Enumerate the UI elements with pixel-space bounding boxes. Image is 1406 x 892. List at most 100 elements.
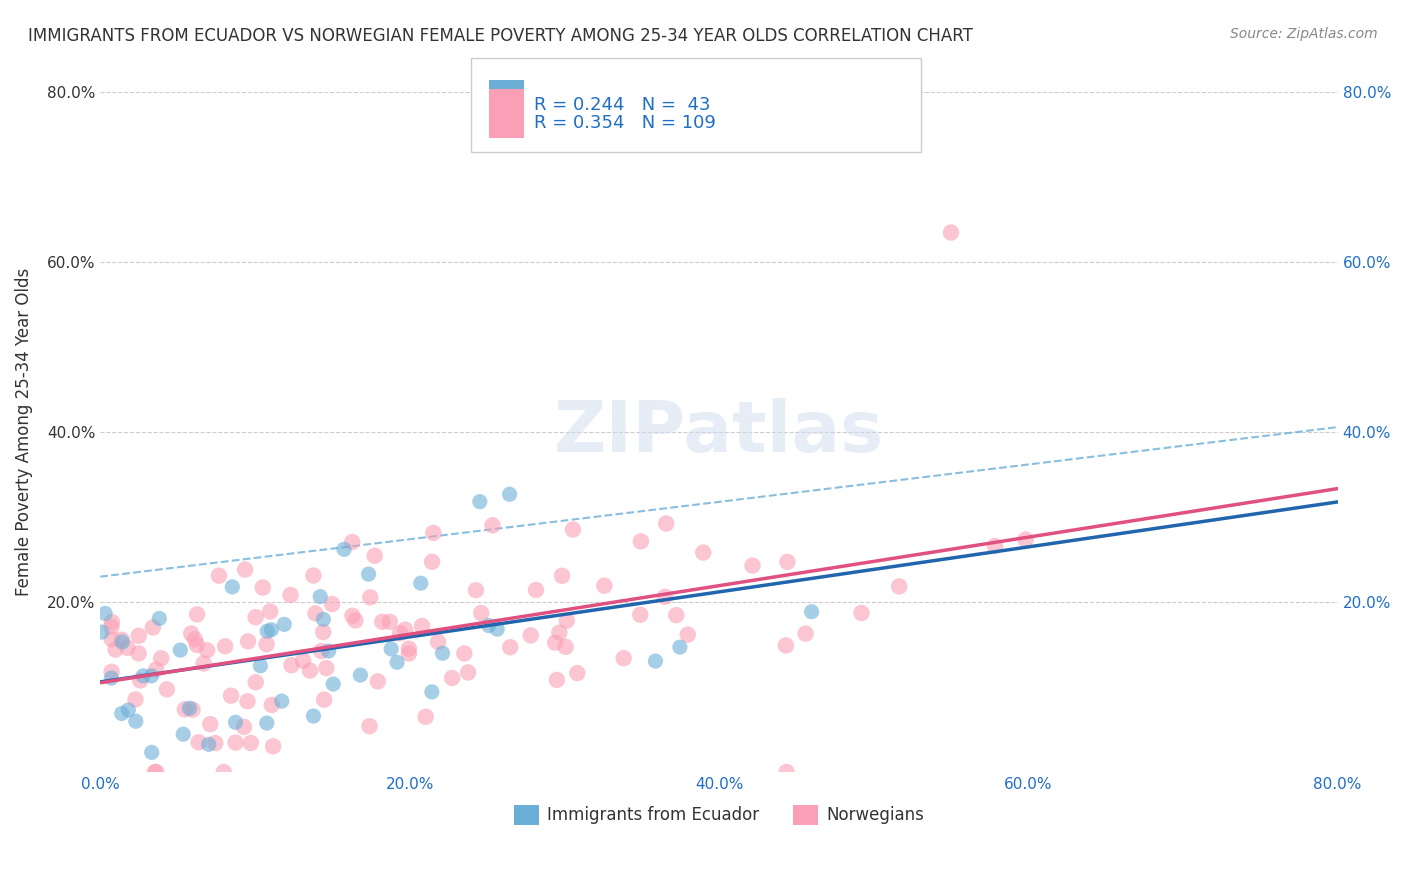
Point bbox=[225, 715, 247, 730]
Point bbox=[169, 643, 191, 657]
Point bbox=[262, 739, 284, 754]
Point bbox=[422, 525, 444, 540]
Point bbox=[111, 706, 134, 721]
Text: R = 0.354   N = 109: R = 0.354 N = 109 bbox=[534, 114, 716, 132]
Y-axis label: Female Poverty Among 25-34 Year Olds: Female Poverty Among 25-34 Year Olds bbox=[15, 268, 32, 597]
Point bbox=[441, 671, 464, 685]
Point bbox=[457, 665, 479, 680]
Point bbox=[342, 608, 364, 623]
Point bbox=[128, 647, 150, 661]
Point bbox=[676, 627, 699, 641]
Point bbox=[371, 615, 394, 629]
Point bbox=[546, 673, 568, 687]
Point bbox=[398, 641, 420, 656]
Point bbox=[101, 632, 124, 647]
Point bbox=[394, 623, 416, 637]
Point bbox=[225, 735, 247, 749]
Point bbox=[100, 665, 122, 679]
Point bbox=[312, 625, 335, 640]
Point bbox=[357, 567, 380, 582]
Point bbox=[519, 628, 541, 642]
Point bbox=[775, 639, 797, 653]
Point bbox=[409, 576, 432, 591]
Point bbox=[104, 642, 127, 657]
Point bbox=[142, 620, 165, 634]
Point bbox=[398, 647, 420, 661]
Point bbox=[233, 562, 256, 576]
Point bbox=[197, 737, 219, 751]
Point bbox=[665, 608, 688, 623]
Point bbox=[322, 677, 344, 691]
Text: ZIPatlas: ZIPatlas bbox=[554, 398, 884, 467]
Point bbox=[252, 581, 274, 595]
Point bbox=[236, 694, 259, 708]
Point bbox=[249, 658, 271, 673]
Point bbox=[367, 674, 389, 689]
Point bbox=[304, 607, 326, 621]
Point bbox=[470, 606, 492, 620]
Point bbox=[312, 612, 335, 626]
Point bbox=[173, 702, 195, 716]
Point bbox=[298, 664, 321, 678]
Point bbox=[741, 558, 763, 573]
Point bbox=[1014, 533, 1036, 547]
Point bbox=[344, 614, 367, 628]
Point bbox=[363, 549, 385, 563]
Point bbox=[256, 624, 278, 639]
Point bbox=[212, 765, 235, 780]
Point bbox=[321, 597, 343, 611]
Point bbox=[359, 591, 381, 605]
Point bbox=[184, 632, 207, 647]
Point bbox=[302, 568, 325, 582]
Point bbox=[613, 651, 636, 665]
Point bbox=[349, 668, 371, 682]
Point bbox=[318, 644, 340, 658]
Point bbox=[260, 698, 283, 712]
Point bbox=[132, 669, 155, 683]
Point bbox=[380, 642, 402, 657]
Point bbox=[311, 644, 333, 658]
Point bbox=[692, 545, 714, 559]
Point bbox=[411, 619, 433, 633]
Point bbox=[486, 622, 509, 636]
Point bbox=[145, 663, 167, 677]
Point bbox=[90, 625, 112, 640]
Point bbox=[124, 692, 146, 706]
Point bbox=[851, 606, 873, 620]
Point bbox=[524, 582, 547, 597]
Text: R = 0.244   N =  43: R = 0.244 N = 43 bbox=[534, 96, 711, 114]
Point bbox=[101, 615, 124, 629]
Point bbox=[388, 626, 411, 640]
Point bbox=[654, 590, 676, 604]
Point bbox=[544, 635, 567, 649]
Point bbox=[314, 692, 336, 706]
Point bbox=[193, 657, 215, 671]
Point bbox=[333, 542, 356, 557]
Point bbox=[117, 640, 139, 655]
Point bbox=[141, 669, 163, 683]
Text: Source: ZipAtlas.com: Source: ZipAtlas.com bbox=[1230, 27, 1378, 41]
Point bbox=[669, 640, 692, 654]
Point bbox=[143, 765, 166, 780]
Point bbox=[94, 607, 117, 621]
Point bbox=[309, 590, 332, 604]
Text: IMMIGRANTS FROM ECUADOR VS NORWEGIAN FEMALE POVERTY AMONG 25-34 YEAR OLDS CORREL: IMMIGRANTS FROM ECUADOR VS NORWEGIAN FEM… bbox=[28, 27, 973, 45]
Point bbox=[561, 523, 583, 537]
Legend: Immigrants from Ecuador, Norwegians: Immigrants from Ecuador, Norwegians bbox=[508, 798, 931, 831]
Point bbox=[181, 702, 204, 716]
Point bbox=[273, 617, 295, 632]
Point bbox=[129, 673, 152, 688]
Point bbox=[233, 720, 256, 734]
Point bbox=[270, 694, 292, 708]
Point bbox=[481, 518, 503, 533]
Point bbox=[315, 661, 337, 675]
Point bbox=[359, 719, 381, 733]
Point bbox=[148, 611, 170, 625]
Point bbox=[100, 620, 122, 634]
Point bbox=[245, 610, 267, 624]
Point bbox=[111, 632, 134, 647]
Point bbox=[628, 607, 651, 622]
Point bbox=[200, 717, 222, 731]
Point bbox=[219, 689, 242, 703]
Point bbox=[180, 626, 202, 640]
